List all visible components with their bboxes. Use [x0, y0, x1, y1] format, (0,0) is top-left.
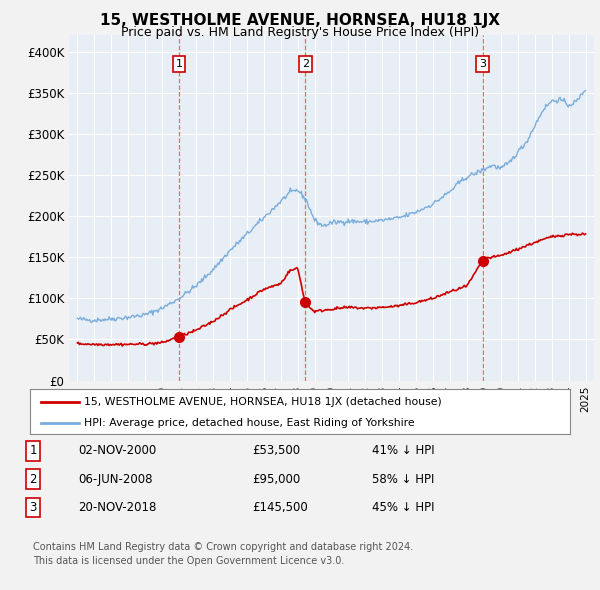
Text: 1: 1	[176, 59, 182, 69]
Text: 06-JUN-2008: 06-JUN-2008	[78, 473, 152, 486]
Text: 41% ↓ HPI: 41% ↓ HPI	[372, 444, 434, 457]
Text: 20-NOV-2018: 20-NOV-2018	[78, 501, 157, 514]
Text: 3: 3	[479, 59, 486, 69]
Text: 58% ↓ HPI: 58% ↓ HPI	[372, 473, 434, 486]
Text: Contains HM Land Registry data © Crown copyright and database right 2024.
This d: Contains HM Land Registry data © Crown c…	[33, 542, 413, 566]
Text: 15, WESTHOLME AVENUE, HORNSEA, HU18 1JX (detached house): 15, WESTHOLME AVENUE, HORNSEA, HU18 1JX …	[84, 397, 442, 407]
Text: 2: 2	[29, 473, 37, 486]
Text: Price paid vs. HM Land Registry's House Price Index (HPI): Price paid vs. HM Land Registry's House …	[121, 26, 479, 39]
Text: 45% ↓ HPI: 45% ↓ HPI	[372, 501, 434, 514]
Text: 2: 2	[302, 59, 309, 69]
Text: 15, WESTHOLME AVENUE, HORNSEA, HU18 1JX: 15, WESTHOLME AVENUE, HORNSEA, HU18 1JX	[100, 13, 500, 28]
Text: 1: 1	[29, 444, 37, 457]
Text: 3: 3	[29, 501, 37, 514]
Text: £53,500: £53,500	[252, 444, 300, 457]
Text: 02-NOV-2000: 02-NOV-2000	[78, 444, 156, 457]
Text: HPI: Average price, detached house, East Riding of Yorkshire: HPI: Average price, detached house, East…	[84, 418, 415, 428]
Text: £95,000: £95,000	[252, 473, 300, 486]
Text: £145,500: £145,500	[252, 501, 308, 514]
